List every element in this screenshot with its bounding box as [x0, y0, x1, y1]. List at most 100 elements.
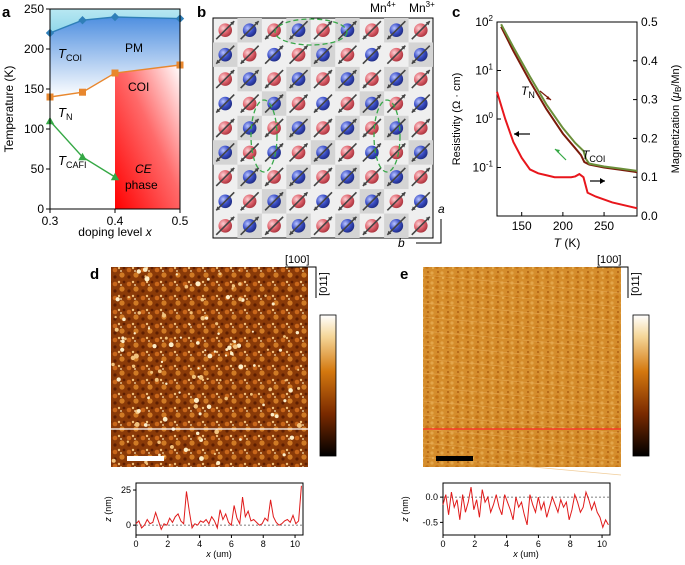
surface-particle	[239, 438, 242, 441]
spin-arrow	[313, 69, 333, 89]
surface-particle	[225, 295, 231, 300]
spin-arrowhead	[328, 216, 332, 221]
surface-particle	[214, 429, 220, 435]
surface-particle	[175, 273, 178, 276]
surface-particle	[200, 316, 205, 321]
spin-arrow	[313, 45, 333, 65]
label-ce: CE	[135, 162, 153, 176]
scale-bar-d	[127, 456, 164, 461]
spin-arrow	[411, 20, 431, 40]
spin-arrowhead	[230, 70, 235, 75]
spin-arrowhead	[362, 230, 367, 235]
surface-particle	[114, 327, 119, 332]
data-point-T_COI	[110, 12, 120, 22]
surface-particle	[206, 277, 210, 281]
spin-arrowhead	[328, 70, 332, 75]
surface-particle	[126, 440, 130, 443]
surface-particle	[204, 316, 209, 320]
surface-particle	[114, 315, 117, 319]
spin-arrowhead	[265, 230, 270, 235]
surface-particle	[184, 284, 189, 289]
phase-lines	[45, 12, 185, 181]
spin-arrowhead	[352, 216, 357, 221]
surface-particle	[297, 368, 300, 371]
spin-arrow	[240, 93, 260, 114]
xlabel-c: T (K)	[554, 236, 581, 250]
spin-arrowhead	[289, 133, 294, 137]
spin-arrow	[386, 20, 406, 40]
surface-particle	[295, 330, 300, 335]
spin-arrow	[264, 191, 284, 211]
spin-arrow	[264, 142, 284, 163]
spin-arrow	[264, 93, 284, 114]
spin-arrowhead	[265, 35, 270, 40]
spin-arrowhead	[338, 108, 343, 113]
x-tick-label: 10	[290, 539, 300, 549]
dimer-ellipse-left	[250, 99, 278, 173]
surface-particle	[144, 276, 150, 282]
y-tick-label: 200	[24, 42, 44, 56]
surface-particle	[158, 453, 161, 457]
spin-arrow	[240, 142, 260, 163]
spin-arrow	[411, 69, 431, 89]
step-edge	[422, 330, 622, 350]
surface-particle	[215, 322, 219, 326]
surface-particle	[193, 404, 198, 409]
spin-arrowhead	[216, 157, 221, 162]
surface-particle	[198, 436, 202, 441]
surface-particle	[198, 412, 202, 416]
spin-arrowhead	[338, 59, 343, 64]
afm-image-e	[423, 267, 621, 467]
y-right-tick-label: 0.0	[641, 209, 658, 223]
crystal-axes-e	[597, 266, 629, 298]
plot-frame-c	[496, 21, 638, 217]
coi-region	[50, 17, 180, 97]
x-tick-label: 0.3	[42, 214, 59, 228]
surface-particle	[236, 343, 242, 348]
spin-arrow	[337, 93, 358, 114]
axis-b-label: b	[398, 236, 405, 250]
surface-particle	[249, 392, 253, 396]
surface-particle	[262, 403, 265, 407]
spin-arrow	[240, 20, 260, 40]
spin-arrow	[411, 93, 431, 114]
surface-particle	[157, 440, 161, 445]
surface-particle	[289, 435, 295, 440]
spin-arrowhead	[303, 94, 308, 99]
spin-arrowhead	[230, 21, 235, 26]
crystal-axes-d	[285, 266, 317, 298]
spin-arrow	[313, 20, 333, 40]
spin-arrow	[215, 93, 235, 114]
spin-arrow	[386, 69, 406, 89]
spin-arrow	[288, 93, 309, 114]
spin-arrowhead	[279, 192, 284, 197]
x-tick-label: 6	[536, 539, 541, 549]
surface-particle	[219, 378, 222, 382]
spin-arrowhead	[411, 108, 416, 113]
surface-particle	[224, 396, 228, 401]
spin-arrow	[215, 191, 235, 211]
surface-particle	[271, 302, 275, 306]
spin-arrowhead	[362, 181, 367, 186]
afm-image-d	[111, 267, 308, 467]
spin-arrow	[411, 216, 431, 236]
surface-particle	[204, 349, 207, 352]
legend-mn3: Mn3+	[409, 0, 435, 15]
surface-particle	[111, 362, 115, 367]
surface-particle	[168, 463, 171, 466]
spin-arrow	[362, 93, 382, 114]
data-point-T_N	[111, 69, 119, 77]
spin-arrowhead	[387, 230, 392, 235]
profile-trace	[442, 486, 609, 530]
profile-trace	[135, 485, 302, 531]
color-scale-e	[632, 314, 650, 457]
surface-particle	[195, 341, 200, 345]
surface-particle	[111, 458, 116, 463]
spin-arrowhead	[303, 45, 308, 50]
surface-particle	[233, 340, 237, 344]
x-tick-label: 200	[553, 219, 573, 233]
surface-particle	[116, 377, 121, 382]
color-scale-d	[319, 314, 337, 457]
surface-particle	[266, 348, 270, 351]
